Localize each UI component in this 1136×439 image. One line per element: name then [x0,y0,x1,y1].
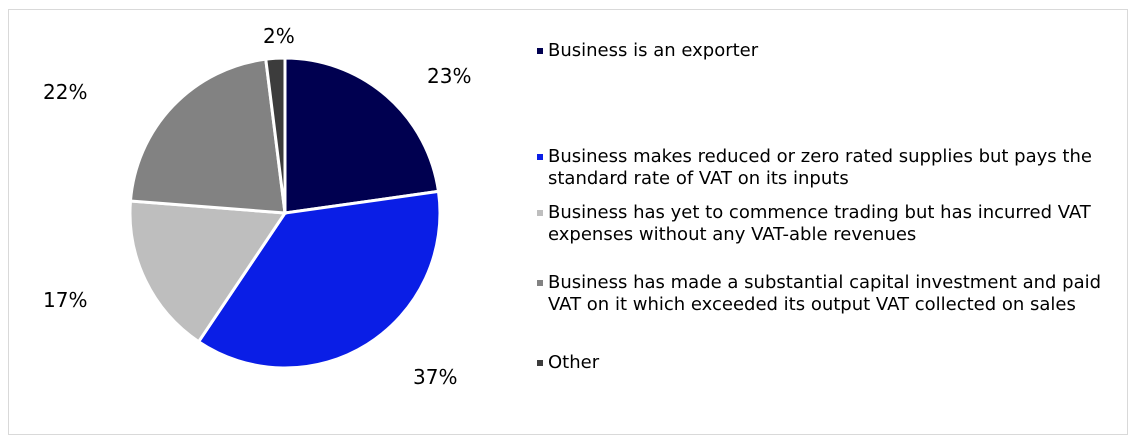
pie-slice [196,189,442,370]
pie-slice [283,56,441,215]
pie-slice [128,57,287,215]
pie-slice [264,56,287,214]
legend-item: Other [537,352,1108,374]
legend-label: Other [548,352,600,373]
legend-label: Business makes reduced or zero rated sup… [548,146,1092,189]
pie-chart: 23% 37% 17% 22% 2% [43,24,471,389]
chart-frame: 23% 37% 17% 22% 2% Business is an exporter Bu… [8,9,1128,435]
legend-label: Business has made a substantial capital … [548,272,1102,315]
legend-item: Business has made a substantial capital … [537,272,1108,316]
slice-value-label: 23% [427,64,471,88]
slice-value-label: 37% [413,365,457,389]
legend-marker [537,210,543,216]
legend-item: Business has yet to commence trading but… [537,202,1108,246]
legend-label: Business has yet to commence trading but… [548,202,1091,245]
legend-marker [537,48,543,54]
slice-value-label: 2% [263,24,295,48]
legend-marker [537,154,543,160]
slice-value-label: 22% [43,80,87,104]
legend-marker [537,280,543,286]
legend-marker [537,360,543,366]
legend-item: Business is an exporter [537,40,1108,62]
legend-label: Business is an exporter [548,40,759,61]
slice-value-label: 17% [43,288,87,312]
pie-slice [128,199,288,344]
legend-item: Business makes reduced or zero rated sup… [537,146,1108,190]
